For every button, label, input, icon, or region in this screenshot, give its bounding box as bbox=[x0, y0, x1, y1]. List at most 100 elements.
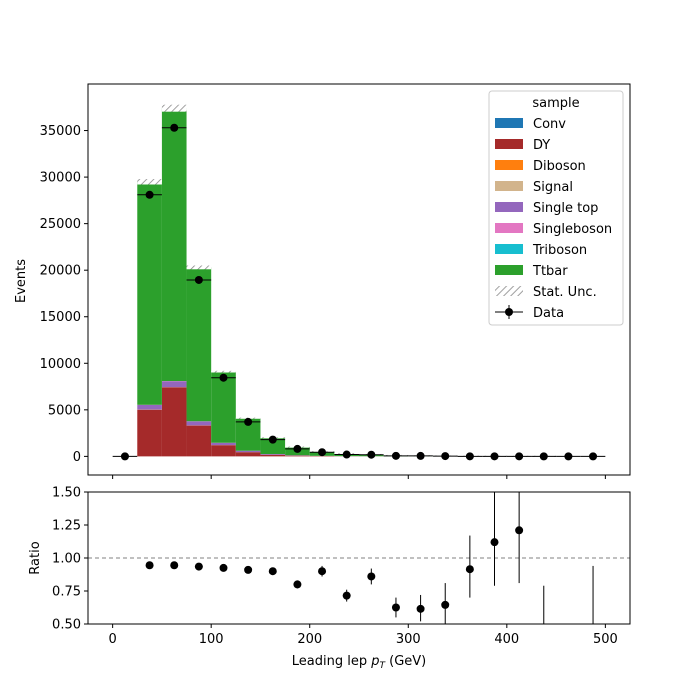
legend-swatch-triboson bbox=[495, 244, 523, 254]
ratio-point-13 bbox=[465, 565, 474, 574]
main-y-tick-label: 0 bbox=[73, 450, 81, 465]
data-point-11 bbox=[391, 451, 400, 460]
data-point-9 bbox=[342, 450, 351, 459]
ratio-point-15 bbox=[515, 526, 524, 535]
x-tick-label: 500 bbox=[593, 632, 618, 647]
x-axis-label-symbol: p bbox=[370, 654, 379, 669]
ratio-point-12 bbox=[441, 600, 450, 609]
data-point-19 bbox=[589, 452, 598, 461]
ratio-y-tick-label: 0.50 bbox=[52, 618, 81, 633]
x-axis-label-subscript: T bbox=[379, 661, 386, 671]
x-axis-label-main: Leading lep bbox=[292, 654, 371, 669]
ratio-point-8 bbox=[342, 591, 351, 600]
ratio-point-4 bbox=[244, 565, 253, 574]
ratio-point-1 bbox=[170, 561, 179, 570]
ratio-y-tick-label: 1.25 bbox=[52, 519, 81, 534]
data-point-0 bbox=[120, 452, 129, 461]
stat-unc-bin-3 bbox=[211, 370, 236, 373]
data-point-7 bbox=[293, 444, 302, 453]
x-tick-label: 100 bbox=[199, 632, 224, 647]
main-x-ticks bbox=[112, 475, 606, 479]
legend-swatch-ttbar bbox=[495, 265, 523, 275]
x-tick-label: 0 bbox=[108, 632, 116, 647]
ratio-point-11 bbox=[416, 604, 425, 613]
data-point-14 bbox=[465, 452, 474, 461]
legend-swatch-stat-unc bbox=[495, 286, 523, 296]
legend-label: Stat. Unc. bbox=[533, 285, 597, 300]
bar-dy-bin-5 bbox=[260, 454, 286, 457]
bar-dy-bin-3 bbox=[211, 445, 236, 457]
legend-label: Singleboson bbox=[533, 222, 612, 237]
legend-label: Triboson bbox=[532, 243, 587, 258]
x-tick-label: 300 bbox=[396, 632, 421, 647]
x-tick-label: 400 bbox=[494, 632, 519, 647]
ratio-axes-frame bbox=[87, 491, 631, 625]
legend-label: DY bbox=[533, 138, 550, 153]
data-point-16 bbox=[515, 452, 524, 461]
ratio-point-0 bbox=[145, 561, 154, 570]
stacked-histogram-bars bbox=[137, 108, 557, 457]
bar-dy-bin-0 bbox=[137, 409, 162, 457]
bar-single-top-bin-4 bbox=[235, 450, 261, 453]
x-tick-label: 200 bbox=[297, 632, 322, 647]
bar-single-top-bin-5 bbox=[260, 454, 286, 455]
legend-label: Ttbar bbox=[532, 264, 568, 279]
legend-data-marker bbox=[505, 308, 513, 316]
ratio-y-axis-label: Ratio bbox=[28, 541, 43, 574]
legend-entries: Conv DY Diboson Signal Single top Singleboson… bbox=[495, 117, 612, 321]
main-y-tick-label: 10000 bbox=[40, 357, 81, 372]
legend-swatch-single-top bbox=[495, 202, 523, 212]
data-point-4 bbox=[219, 373, 228, 382]
ratio-point-6 bbox=[293, 580, 302, 589]
data-point-1 bbox=[145, 190, 154, 199]
legend-label: Conv bbox=[533, 117, 566, 132]
data-points bbox=[112, 123, 606, 461]
data-point-15 bbox=[490, 452, 499, 461]
data-point-6 bbox=[268, 435, 277, 444]
legend-label: Single top bbox=[533, 201, 598, 216]
ratio-y-tick-label: 1.00 bbox=[52, 552, 81, 567]
data-point-18 bbox=[564, 452, 573, 461]
main-histogram-panel: 0 5000 10000 15000 20000 25000 30000 35000 Even… bbox=[14, 83, 631, 479]
bar-dy-bin-6 bbox=[285, 455, 310, 457]
ratio-x-ticks: 0 100 200 300 400 500 bbox=[108, 624, 618, 647]
main-y-tick-label: 35000 bbox=[40, 124, 81, 139]
stat-unc-bin-0 bbox=[137, 179, 162, 185]
main-y-tick-label: 5000 bbox=[48, 403, 81, 418]
ratio-y-ticks: 0.50 0.75 1.00 1.25 1.50 bbox=[52, 486, 88, 633]
data-point-10 bbox=[367, 450, 376, 459]
legend-label: Diboson bbox=[533, 159, 586, 174]
main-y-tick-label: 15000 bbox=[40, 310, 81, 325]
ratio-points bbox=[145, 492, 594, 624]
data-point-12 bbox=[416, 451, 425, 460]
bar-single-top-bin-3 bbox=[211, 442, 236, 446]
bar-single-top-bin-0 bbox=[137, 404, 162, 410]
legend-label: Signal bbox=[533, 180, 573, 195]
legend-swatch-dy bbox=[495, 139, 523, 149]
main-y-tick-label: 25000 bbox=[40, 217, 81, 232]
data-point-5 bbox=[244, 417, 253, 426]
ratio-y-tick-label: 1.50 bbox=[52, 486, 81, 501]
ratio-point-5 bbox=[268, 567, 277, 576]
data-point-3 bbox=[194, 275, 203, 284]
legend-swatch-signal bbox=[495, 181, 523, 191]
main-y-tick-label: 30000 bbox=[40, 171, 81, 186]
main-axes-frame bbox=[87, 83, 631, 476]
ratio-point-2 bbox=[194, 562, 203, 571]
bar-single-top-bin-1 bbox=[161, 381, 187, 388]
stat-unc-bin-1 bbox=[161, 104, 187, 112]
bar-ttbar-bin-5 bbox=[260, 437, 286, 455]
bar-dy-bin-4 bbox=[235, 452, 261, 457]
ratio-point-10 bbox=[391, 603, 400, 612]
bar-dy-bin-2 bbox=[186, 425, 212, 457]
ratio-y-tick-label: 0.75 bbox=[52, 585, 81, 600]
ratio-point-3 bbox=[219, 563, 228, 572]
x-axis-label-unit: (GeV) bbox=[385, 654, 426, 669]
main-y-ticks: 0 5000 10000 15000 20000 25000 30000 35000 bbox=[40, 124, 88, 465]
legend-swatch-diboson bbox=[495, 160, 523, 170]
bar-single-top-bin-2 bbox=[186, 421, 212, 426]
main-y-tick-label: 20000 bbox=[40, 264, 81, 279]
data-point-2 bbox=[170, 123, 179, 132]
bar-dy-bin-1 bbox=[161, 387, 187, 457]
